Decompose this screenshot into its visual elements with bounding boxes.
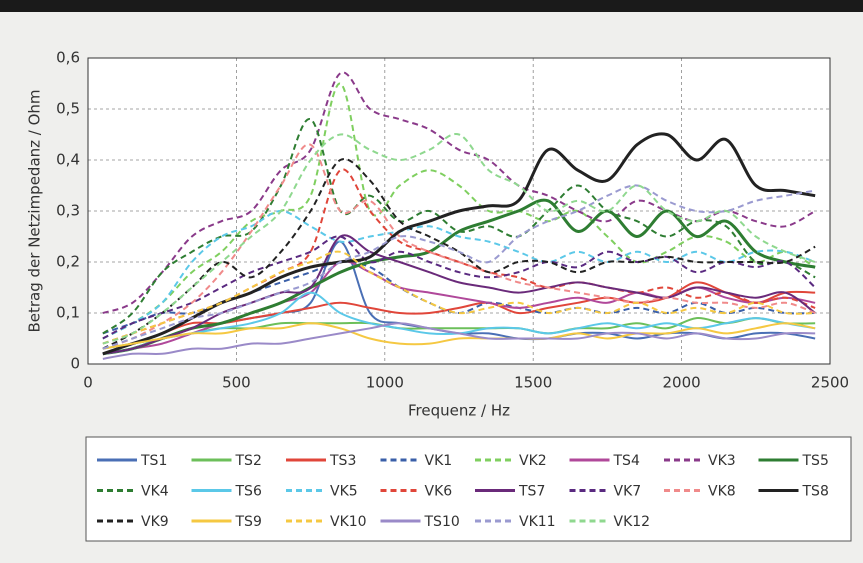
series-line: [102, 184, 816, 350]
series-line: [102, 82, 816, 340]
y-tick-label: 0,1: [56, 304, 80, 322]
plot-frame: [87, 57, 831, 365]
series-line: [102, 118, 816, 335]
y-tick-label: 0: [70, 355, 80, 373]
y-tick-label: 0,2: [56, 253, 80, 271]
x-tick-label: 2000: [663, 374, 701, 392]
x-tick-label: 2500: [811, 374, 849, 392]
legend-label: VK3: [708, 453, 736, 469]
legend-label: VK4: [141, 484, 169, 500]
y-axis-label: Betrag der Netzimpedanz / Ohm: [26, 89, 44, 332]
x-tick-label: 1000: [366, 374, 404, 392]
x-tick-label: 500: [222, 374, 251, 392]
series-line: [102, 250, 816, 345]
series-line: [102, 322, 816, 360]
x-axis-label: Frequenz / Hz: [408, 402, 510, 420]
legend-label: VK7: [614, 484, 642, 500]
legend-label: VK12: [614, 514, 651, 530]
legend-label: VK10: [330, 514, 367, 530]
legend-label: TS4: [613, 453, 640, 469]
legend-label: TS3: [329, 453, 356, 469]
x-tick-label: 1500: [514, 374, 552, 392]
x-tick-label: 0: [83, 374, 93, 392]
legend-label: VK1: [425, 453, 453, 469]
legend-label: TS8: [802, 484, 829, 500]
legend-label: TS7: [518, 484, 545, 500]
legend-label: VK5: [330, 484, 358, 500]
y-tick-label: 0,6: [56, 49, 80, 67]
legend-label: VK11: [519, 514, 556, 530]
series-line: [102, 133, 816, 345]
series-line: [102, 209, 816, 340]
legend-items: TS1 TS2 TS3 VK1 VK2 TS4 VK3 TS5 VK4 TS6 VK5 VK6 TS7 V…: [97, 453, 829, 530]
y-tick-label: 0,4: [56, 151, 80, 169]
series-line: [102, 198, 816, 356]
legend-label: VK6: [425, 484, 453, 500]
series-line: [102, 322, 816, 350]
y-tick-label: 0,3: [56, 202, 80, 220]
series-line: [102, 235, 816, 340]
legend-label: VK8: [708, 484, 736, 500]
legend-label: TS5: [802, 453, 829, 469]
y-tick-label: 0,5: [56, 100, 80, 118]
legend-label: TS9: [235, 514, 262, 530]
legend-label: TS2: [235, 453, 262, 469]
legend-label: TS10: [424, 514, 460, 530]
top-bar: [0, 0, 863, 12]
legend-label: VK9: [141, 514, 169, 530]
legend-label: VK2: [519, 453, 547, 469]
legend-label: TS1: [140, 453, 167, 469]
legend-label: TS6: [235, 484, 262, 500]
series-line: [102, 143, 816, 350]
